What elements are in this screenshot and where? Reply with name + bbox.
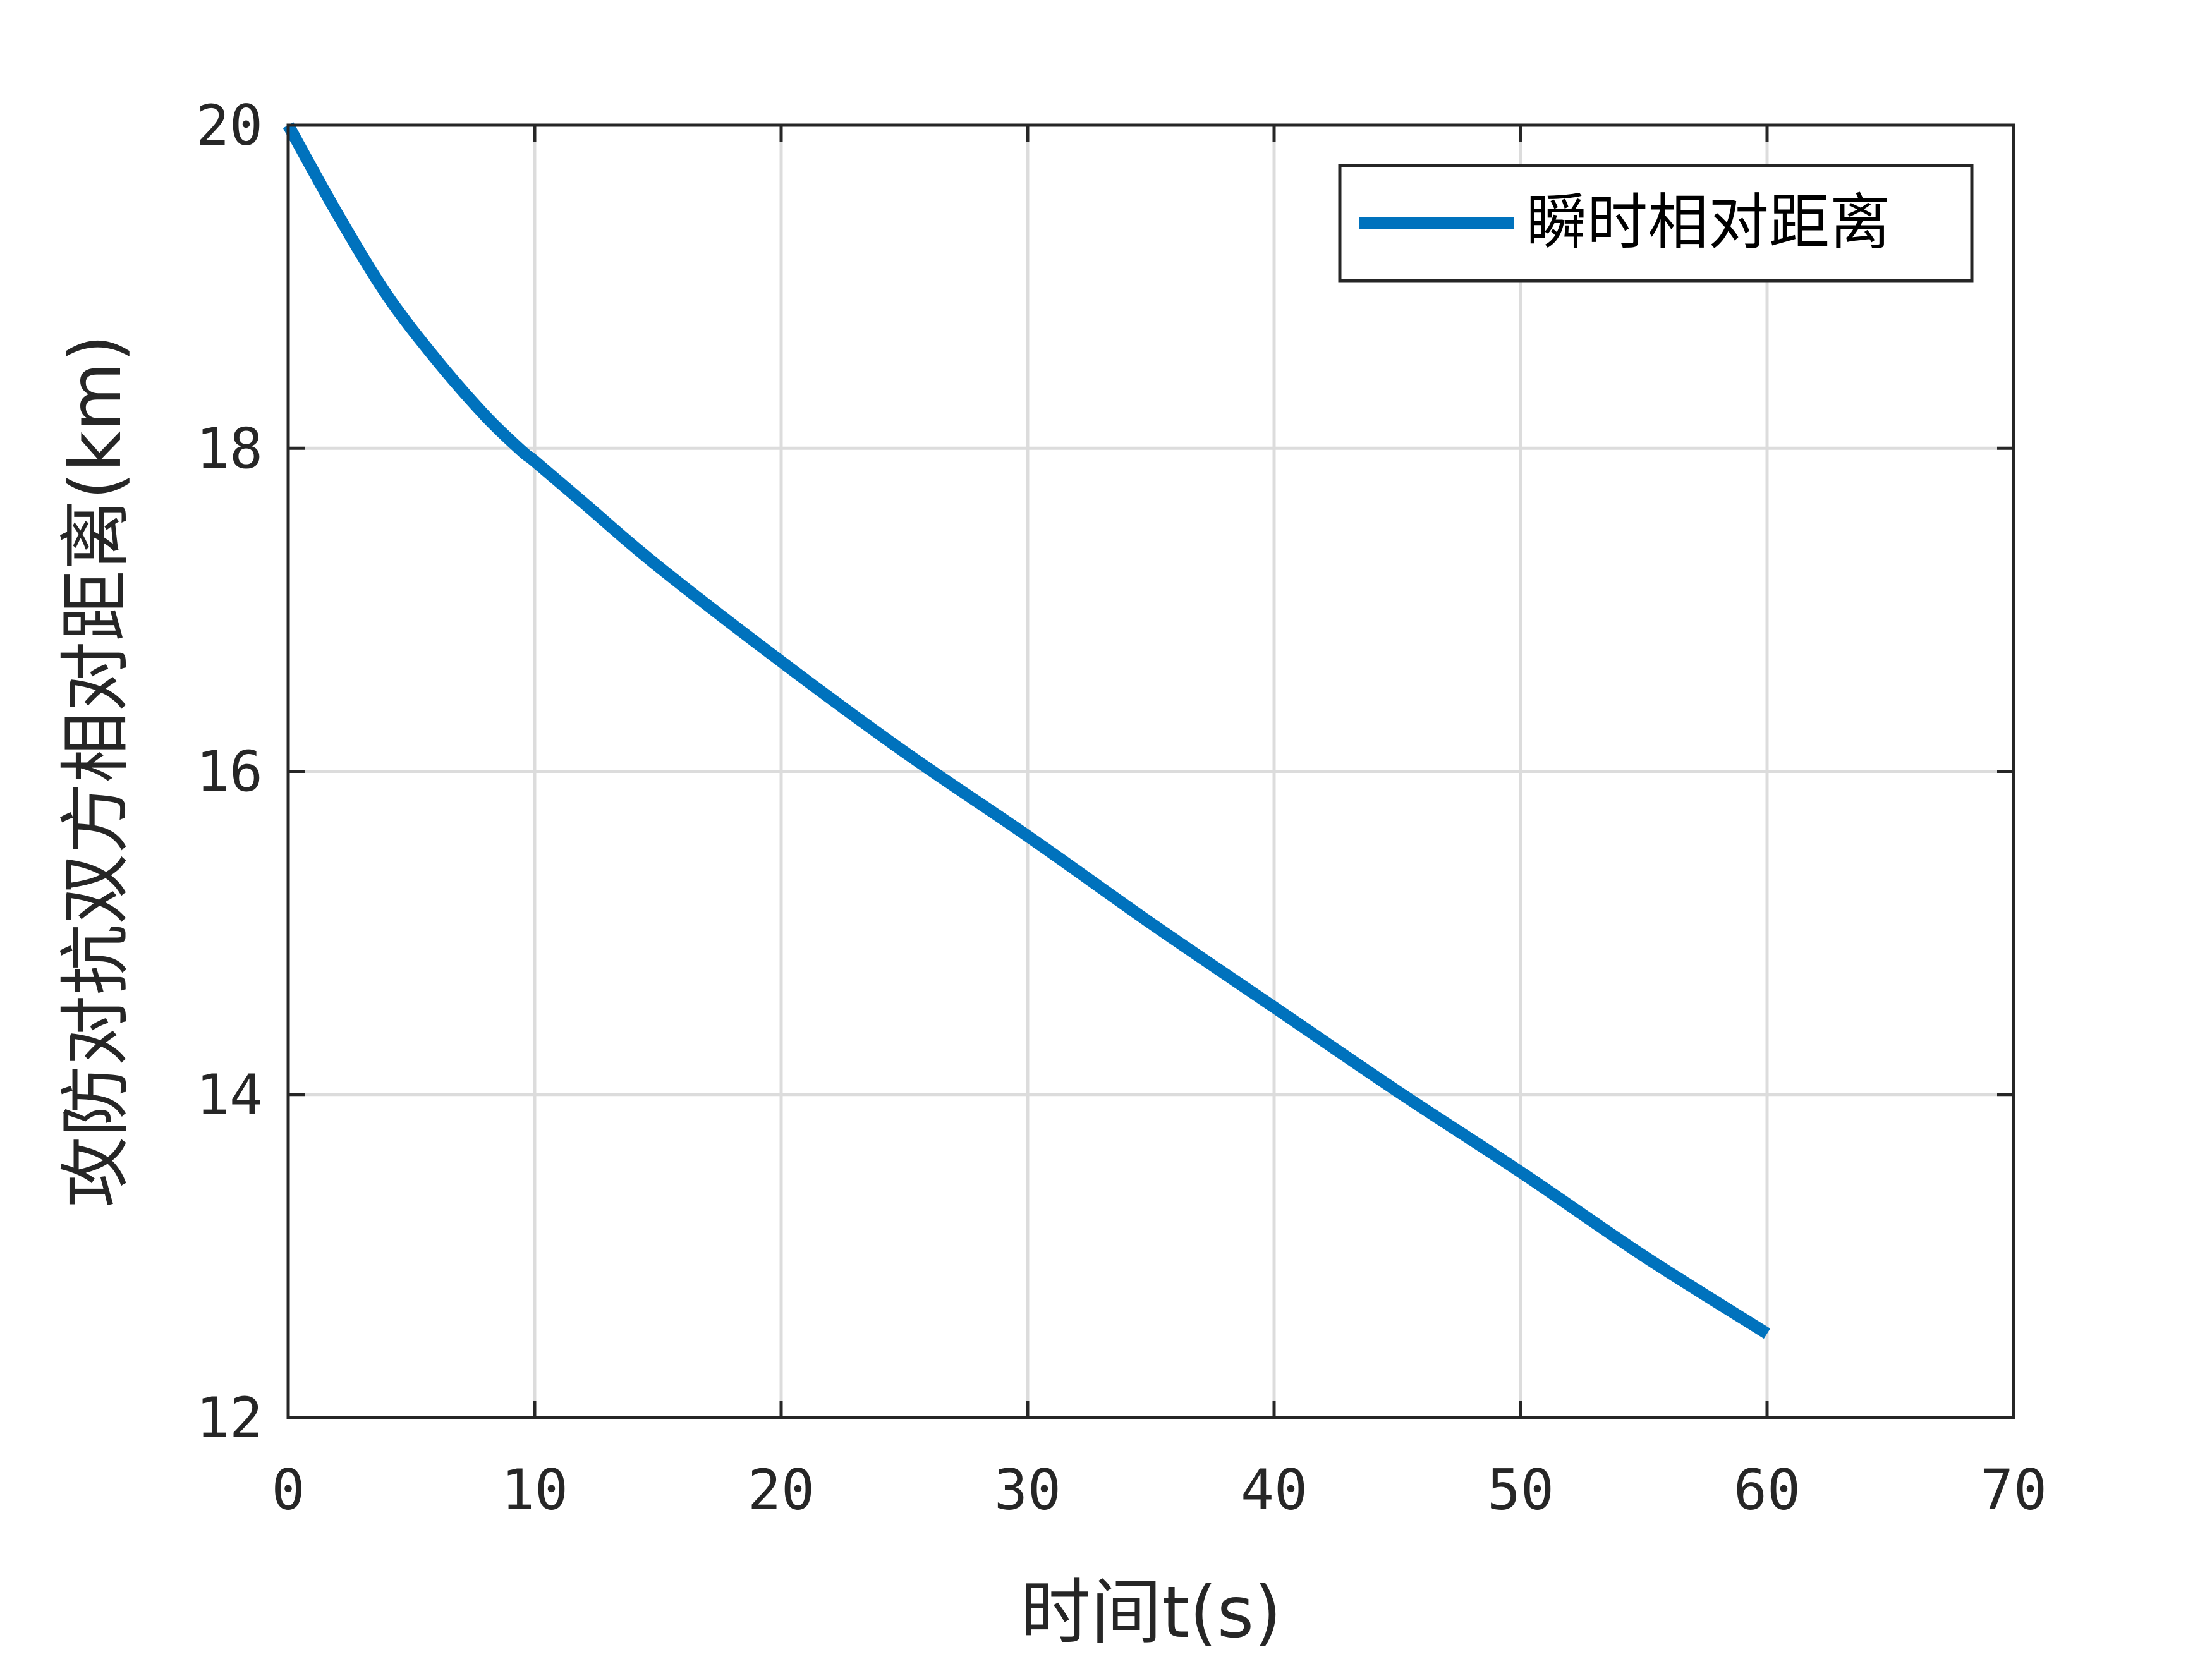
x-tick-label: 40	[1241, 1457, 1308, 1522]
legend-label: 瞬时相对距离	[1526, 187, 1890, 258]
grid-lines	[288, 125, 2014, 1418]
y-tick-label: 14	[196, 1062, 263, 1127]
y-axis-title: 攻防对抗双方相对距离(km)	[55, 334, 137, 1207]
x-tick-label: 0	[272, 1457, 305, 1522]
y-tick-label: 18	[196, 416, 263, 481]
legend: 瞬时相对距离	[1338, 164, 1974, 283]
y-tick-label: 20	[196, 93, 263, 158]
x-tick-label: 10	[501, 1457, 568, 1522]
y-tick-label: 12	[196, 1385, 263, 1450]
x-tick-labels: 0 10 20 30 40 50 60 70	[272, 1457, 2047, 1522]
y-tick-label: 16	[196, 739, 263, 805]
series-layer	[283, 122, 1771, 1339]
y-tick-labels: 12 14 16 18 20	[196, 93, 263, 1450]
x-tick-label: 60	[1734, 1457, 1801, 1522]
x-axis-title: 时间t(s)	[1020, 1572, 1282, 1654]
x-tick-label: 20	[748, 1457, 815, 1522]
series-line-instant-distance	[283, 122, 1771, 1339]
x-tick-label: 30	[994, 1457, 1061, 1522]
tick-marks	[286, 123, 2015, 1419]
x-tick-label: 70	[1980, 1457, 2047, 1522]
x-tick-label: 50	[1487, 1457, 1554, 1522]
